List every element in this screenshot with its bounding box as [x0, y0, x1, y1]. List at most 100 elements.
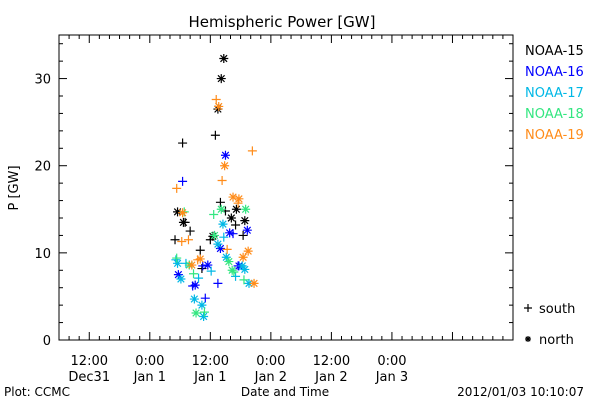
south-point-marker — [199, 307, 209, 317]
north-point-marker — [191, 308, 201, 318]
north-point-marker — [203, 260, 213, 270]
north-point-marker — [241, 204, 251, 214]
north-point-marker — [242, 225, 252, 235]
chart-title: Hemispheric Power [GW] — [189, 13, 376, 31]
marker-legend-label: north — [539, 333, 574, 348]
south-point-marker — [183, 235, 193, 245]
south-point-marker — [177, 237, 187, 247]
x-tick-label-date: Jan 1 — [193, 370, 226, 385]
y-tick-label: 30 — [34, 73, 51, 88]
north-point-marker — [215, 244, 225, 253]
south-point-marker — [222, 244, 232, 254]
legend-series-label: NOAA-18 — [525, 107, 584, 122]
north-point-marker — [197, 300, 207, 310]
north-point-marker — [228, 192, 238, 202]
north-point-marker — [187, 260, 197, 270]
north-point-marker — [195, 254, 205, 264]
footer-right: 2012/01/03 10:10:07 — [457, 385, 584, 399]
x-tick-label-time: 0:00 — [135, 354, 164, 369]
north-point-marker — [199, 311, 209, 321]
x-tick-label-time: 12:00 — [192, 354, 229, 369]
south-point-marker — [178, 176, 188, 186]
plus-marker-icon — [524, 304, 532, 312]
legend-series-label: NOAA-17 — [525, 86, 584, 101]
south-point-marker — [185, 226, 195, 236]
north-point-marker — [173, 207, 183, 217]
south-point-marker — [178, 138, 188, 148]
north-point-marker — [226, 213, 236, 223]
x-tick-label-time: 12:00 — [71, 354, 108, 369]
south-point-marker — [172, 183, 182, 193]
north-point-marker — [244, 278, 254, 288]
south-point-marker — [170, 235, 180, 245]
south-point-marker — [211, 94, 221, 104]
marker-legend-label: south — [539, 302, 575, 317]
legend-series-label: NOAA-19 — [525, 128, 584, 143]
legend-series-label: NOAA-15 — [525, 44, 584, 59]
north-point-marker — [190, 280, 200, 290]
north-point-marker — [210, 230, 220, 240]
x-tick-label-time: 12:00 — [313, 354, 350, 369]
south-point-marker — [231, 220, 241, 230]
south-point-marker — [172, 253, 182, 263]
north-point-marker — [219, 54, 229, 64]
north-point-marker — [221, 252, 231, 262]
asterisk-marker-icon — [525, 336, 531, 342]
south-point-marker — [217, 176, 227, 186]
footer-left: Plot: CCMC — [4, 385, 70, 399]
north-point-marker — [189, 294, 199, 304]
north-point-marker — [234, 194, 244, 204]
y-tick-label: 0 — [43, 334, 51, 349]
south-point-marker — [247, 146, 257, 156]
south-point-marker — [213, 278, 223, 288]
x-tick-label-date: Jan 2 — [314, 370, 347, 385]
north-point-marker — [214, 101, 224, 111]
north-point-marker — [238, 252, 248, 262]
north-point-marker — [173, 258, 183, 268]
north-point-marker — [237, 261, 247, 271]
south-point-marker — [189, 269, 199, 279]
x-tick-label-time: 0:00 — [377, 354, 406, 369]
legend-series-label: NOAA-16 — [525, 65, 584, 80]
y-tick-label: 20 — [34, 160, 51, 175]
north-point-marker — [231, 204, 241, 214]
north-point-marker — [227, 265, 237, 275]
south-point-marker — [200, 293, 210, 303]
north-point-marker — [240, 216, 250, 226]
south-point-marker — [219, 232, 229, 242]
north-point-marker — [178, 208, 188, 218]
north-point-marker — [213, 104, 223, 114]
north-point-marker — [240, 264, 250, 274]
x-axis-label: Date and Time — [241, 385, 329, 399]
north-point-marker — [216, 204, 226, 214]
x-tick-label-date: Jan 1 — [133, 370, 166, 385]
north-point-marker — [220, 150, 230, 160]
x-tick-label-time: 0:00 — [256, 354, 285, 369]
north-point-marker — [213, 239, 223, 249]
north-point-marker — [218, 219, 228, 229]
x-tick-label-date: Jan 3 — [375, 370, 408, 385]
south-point-marker — [206, 266, 216, 276]
y-axis-label: P [GW] — [7, 165, 22, 210]
south-point-marker — [210, 130, 220, 140]
north-point-marker — [224, 257, 234, 267]
north-point-marker — [173, 270, 183, 280]
south-point-marker — [209, 210, 219, 220]
south-point-marker — [239, 275, 249, 285]
x-tick-label-date: Jan 2 — [254, 370, 287, 385]
north-point-marker — [220, 161, 230, 171]
north-point-marker — [249, 278, 259, 288]
x-tick-label-date: Dec31 — [68, 370, 110, 385]
north-point-marker — [243, 246, 253, 256]
south-point-marker — [194, 273, 204, 283]
north-point-marker — [225, 228, 235, 238]
south-point-marker — [195, 245, 205, 255]
south-point-marker — [238, 230, 248, 240]
plot-frame — [58, 34, 514, 341]
y-tick-label: 10 — [34, 247, 51, 262]
north-point-marker — [176, 274, 186, 284]
south-point-marker — [215, 197, 225, 207]
south-point-marker — [198, 261, 208, 271]
